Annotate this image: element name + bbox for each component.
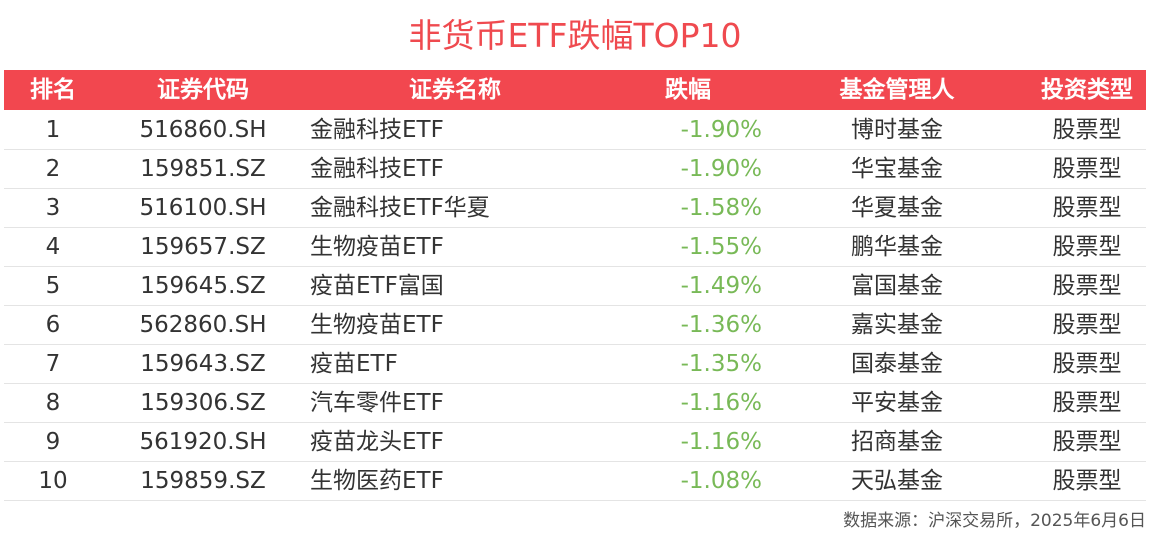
table-cell: -1.55%: [680, 234, 762, 260]
table-cell: -1.16%: [680, 429, 762, 455]
table-row: 9 561920.SH 疫苗龙头ETF -1.16% 招商基金 股票型: [4, 423, 1146, 462]
table-cell: 股票型: [1052, 468, 1122, 494]
table-cell: -1.90%: [680, 156, 762, 182]
table-cell: -1.58%: [680, 195, 762, 221]
table-cell: 2: [45, 156, 61, 182]
header-cell: 跌幅: [665, 77, 711, 103]
table-cell: -1.35%: [680, 351, 762, 377]
table-cell: 汽车零件ETF: [310, 390, 444, 416]
table-cell: 516860.SH: [139, 117, 267, 143]
table-row: 1 516860.SH 金融科技ETF -1.90% 博时基金 股票型: [4, 111, 1146, 150]
header-cell: 证券代码: [157, 77, 249, 103]
table-cell: 股票型: [1052, 390, 1122, 416]
table-cell: 9: [45, 429, 61, 455]
table-cell: 天弘基金: [851, 468, 943, 494]
table-cell: -1.36%: [680, 312, 762, 338]
table-cell: 生物医药ETF: [310, 468, 444, 494]
table-cell: 561920.SH: [139, 429, 267, 455]
table-cell: -1.49%: [680, 273, 762, 299]
table-cell: 平安基金: [851, 390, 943, 416]
table-cell: 4: [45, 234, 61, 260]
header-cell: 证券名称: [409, 77, 501, 103]
table-cell: 159859.SZ: [140, 468, 266, 494]
table-cell: 516100.SH: [139, 195, 267, 221]
table-cell: 鹏华基金: [851, 234, 943, 260]
table-cell: 5: [45, 273, 61, 299]
table-cell: 159657.SZ: [140, 234, 266, 260]
table-cell: -1.16%: [680, 390, 762, 416]
table-row: 10 159859.SZ 生物医药ETF -1.08% 天弘基金 股票型: [4, 462, 1146, 501]
table-cell: 1: [45, 117, 61, 143]
table-cell: 生物疫苗ETF: [310, 234, 444, 260]
title: 非货币ETF跌幅TOP10: [408, 16, 742, 55]
header-cell: 投资类型: [1041, 77, 1133, 103]
table-cell: -1.90%: [680, 117, 762, 143]
table-cell: 股票型: [1052, 117, 1122, 143]
table-cell: 嘉实基金: [851, 312, 943, 338]
table-row: 6 562860.SH 生物疫苗ETF -1.36% 嘉实基金 股票型: [4, 306, 1146, 345]
table-cell: 股票型: [1052, 156, 1122, 182]
table-cell: 华夏基金: [851, 195, 943, 221]
table-cell: 股票型: [1052, 429, 1122, 455]
table-cell: 股票型: [1052, 351, 1122, 377]
table-row: 4 159657.SZ 生物疫苗ETF -1.55% 鹏华基金 股票型: [4, 228, 1146, 267]
table-row: 2 159851.SZ 金融科技ETF -1.90% 华宝基金 股票型: [4, 150, 1146, 189]
table-cell: 疫苗龙头ETF: [310, 429, 444, 455]
table-header: 排名 证券代码 证券名称 跌幅 基金管理人 投资类型: [4, 70, 1146, 110]
table-cell: 159645.SZ: [140, 273, 266, 299]
table-cell: 159306.SZ: [140, 390, 266, 416]
table-cell: 华宝基金: [851, 156, 943, 182]
table-row: 5 159645.SZ 疫苗ETF富国 -1.49% 富国基金 股票型: [4, 267, 1146, 306]
table-cell: 招商基金: [851, 429, 943, 455]
table-row: 7 159643.SZ 疫苗ETF -1.35% 国泰基金 股票型: [4, 345, 1146, 384]
table-cell: 3: [45, 195, 61, 221]
table-cell: 6: [45, 312, 61, 338]
table-cell: 159643.SZ: [140, 351, 266, 377]
table-cell: 7: [45, 351, 61, 377]
table-cell: 疫苗ETF富国: [310, 273, 444, 299]
header-cell: 基金管理人: [839, 77, 955, 103]
table-cell: 8: [45, 390, 61, 416]
table-cell: 金融科技ETF: [310, 156, 444, 182]
table-cell: 金融科技ETF: [310, 117, 444, 143]
table-cell: 富国基金: [851, 273, 943, 299]
table-cell: 股票型: [1052, 273, 1122, 299]
table-cell: -1.08%: [680, 468, 762, 494]
table-cell: 股票型: [1052, 234, 1122, 260]
table-row: 8 159306.SZ 汽车零件ETF -1.16% 平安基金 股票型: [4, 384, 1146, 423]
table-cell: 金融科技ETF华夏: [310, 195, 490, 221]
table-cell: 生物疫苗ETF: [310, 312, 444, 338]
table-cell: 国泰基金: [851, 351, 943, 377]
table-cell: 159851.SZ: [140, 156, 266, 182]
header-cell: 排名: [30, 77, 76, 103]
table-cell: 疫苗ETF: [310, 351, 398, 377]
table-cell: 股票型: [1052, 312, 1122, 338]
table-row: 3 516100.SH 金融科技ETF华夏 -1.58% 华夏基金 股票型: [4, 189, 1146, 228]
table-cell: 10: [38, 468, 68, 494]
table-cell: 博时基金: [851, 117, 943, 143]
table-cell: 562860.SH: [139, 312, 267, 338]
source-note: 数据来源：沪深交易所，2025年6月6日: [843, 511, 1146, 531]
table-cell: 股票型: [1052, 195, 1122, 221]
